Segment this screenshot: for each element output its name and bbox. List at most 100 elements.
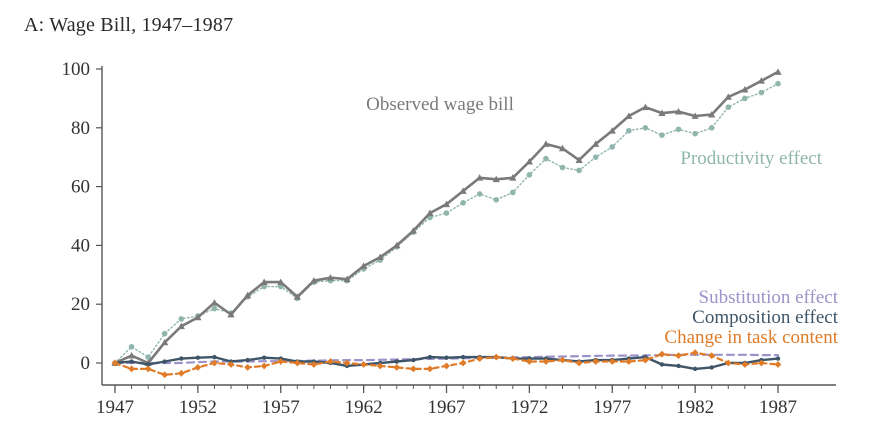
data-point-observed-wage-bill-1965 [409,227,417,234]
data-point-change-in-task-content-1986 [758,359,765,367]
data-point-change-in-task-content-1948 [128,365,135,373]
data-point-productivity-effect-1981 [675,126,682,133]
data-point-observed-wage-bill-1959 [310,277,318,284]
data-point-observed-wage-bill-1966 [426,209,434,216]
data-point-observed-wage-bill-1972 [525,158,533,165]
data-point-change-in-task-content-1982 [691,349,699,357]
data-point-observed-wage-bill-1980 [658,109,666,116]
data-point-productivity-effect-1948 [128,344,135,350]
data-point-composition-effect-1948 [129,359,134,364]
data-point-productivity-effect-1974 [559,164,566,171]
data-point-change-in-task-content-1981 [675,352,682,360]
y-tick-label-0: 0 [81,353,91,374]
x-tick-label-1972: 1972 [510,397,548,418]
data-point-observed-wage-bill-1955 [244,291,252,299]
data-point-observed-wage-bill-1984 [724,93,732,100]
data-point-composition-effect-1983 [709,365,714,370]
data-point-change-in-task-content-1959 [310,361,318,368]
data-point-productivity-effect-1972 [526,172,533,178]
data-point-change-in-task-content-1950 [161,371,169,379]
x-tick-label-1957: 1957 [262,397,300,418]
series-observed-wage-bill [111,68,782,366]
data-point-change-in-task-content-1980 [658,350,666,358]
data-point-change-in-task-content-1947 [111,359,119,367]
data-point-change-in-task-content-1956 [260,362,268,370]
data-point-productivity-effect-1970 [493,197,500,203]
data-point-observed-wage-bill-1961 [343,275,351,283]
y-tick-label-20: 20 [71,294,90,315]
data-point-composition-effect-1950 [162,359,167,364]
data-point-observed-wage-bill-1971 [509,174,517,181]
data-point-productivity-effect-1971 [510,189,516,196]
y-tick-label-100: 100 [62,59,91,80]
data-point-observed-wage-bill-1987 [774,68,782,75]
x-tick-label-1982: 1982 [676,397,714,418]
data-point-observed-wage-bill-1967 [442,200,451,208]
data-point-composition-effect-1951 [179,356,184,361]
data-point-change-in-task-content-1963 [376,362,384,370]
data-point-change-in-task-content-1975 [575,359,583,367]
data-point-productivity-effect-1977 [609,144,616,150]
data-point-change-in-task-content-1951 [177,369,185,377]
data-point-productivity-effect-1978 [626,127,632,134]
data-point-composition-effect-1964 [394,359,399,364]
data-point-observed-wage-bill-1950 [161,338,169,346]
data-point-observed-wage-bill-1982 [691,112,699,119]
x-tick-label-1947: 1947 [96,397,134,418]
data-point-observed-wage-bill-1948 [127,352,136,359]
data-point-productivity-effect-1956 [261,283,267,290]
data-point-productivity-effect-1975 [576,167,582,174]
data-point-composition-effect-1956 [261,355,267,360]
data-point-change-in-task-content-1969 [476,355,484,362]
data-point-composition-effect-1966 [427,354,433,360]
data-point-productivity-effect-1973 [543,155,549,162]
chart-title: A: Wage Bill, 1947–1987 [24,14,234,36]
data-point-observed-wage-bill-1970 [492,175,500,183]
series-label-change-in-task-content: Change in task content [664,327,838,348]
data-point-productivity-effect-1951 [178,316,185,322]
data-point-observed-wage-bill-1977 [608,127,616,134]
data-point-observed-wage-bill-1957 [277,278,285,286]
data-point-change-in-task-content-1962 [360,361,368,368]
data-point-observed-wage-bill-1953 [210,299,219,306]
data-point-change-in-task-content-1977 [608,358,616,365]
data-point-observed-wage-bill-1956 [260,278,268,286]
data-point-observed-wage-bill-1969 [476,174,484,181]
data-point-composition-effect-1952 [195,355,201,360]
y-tick-label-40: 40 [71,235,90,256]
data-point-change-in-task-content-1970 [492,353,500,361]
data-point-productivity-effect-1979 [642,125,649,131]
data-point-composition-effect-1955 [245,357,250,363]
data-point-observed-wage-bill-1976 [592,140,600,147]
data-point-change-in-task-content-1978 [625,358,633,365]
data-point-observed-wage-bill-1952 [194,313,202,321]
data-point-change-in-task-content-1973 [542,358,550,365]
series-labels: Observed wage bill Productivity effect Sub… [366,94,839,348]
data-point-change-in-task-content-1971 [509,355,517,362]
axes: 0 20 40 60 80 100 1947 1952 1957 1962 1967 1972 1977… [62,59,836,418]
data-point-observed-wage-bill-1983 [708,110,716,118]
data-point-change-in-task-content-1958 [293,359,301,367]
series-line-productivity-effect [114,82,779,364]
data-point-observed-wage-bill-1963 [376,253,384,261]
data-point-change-in-task-content-1987 [774,361,782,368]
data-point-composition-effect-1982 [692,366,698,372]
data-point-change-in-task-content-1953 [211,359,218,367]
data-point-observed-wage-bill-1958 [293,293,301,300]
data-point-observed-wage-bill-1985 [741,85,749,93]
data-point-productivity-effect-1957 [277,283,284,290]
series-label-observed-wage-bill: Observed wage bill [366,94,514,115]
data-point-change-in-task-content-1983 [708,352,716,360]
data-point-change-in-task-content-1985 [741,361,749,368]
data-point-productivity-effect-1953 [211,305,218,312]
data-point-observed-wage-bill-1964 [393,241,401,249]
data-point-productivity-effect-1969 [476,191,483,197]
data-point-observed-wage-bill-1979 [641,103,649,111]
data-point-change-in-task-content-1952 [194,364,202,371]
data-point-change-in-task-content-1968 [459,359,467,367]
data-point-change-in-task-content-1967 [443,362,450,370]
data-point-change-in-task-content-1972 [525,358,533,365]
data-point-composition-effect-1968 [460,354,466,360]
data-point-change-in-task-content-1961 [343,359,351,367]
data-point-change-in-task-content-1965 [409,365,417,373]
